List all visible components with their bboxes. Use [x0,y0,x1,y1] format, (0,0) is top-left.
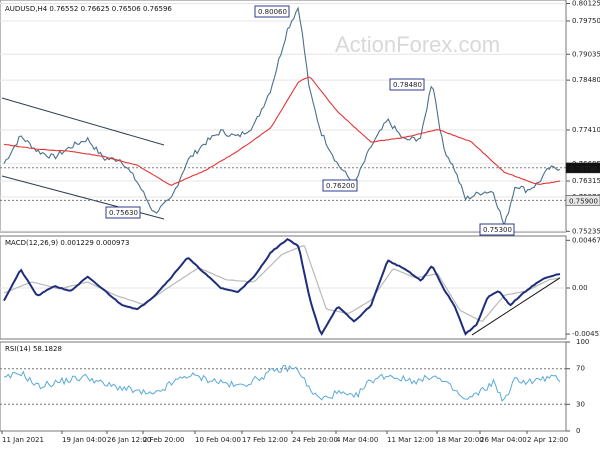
macd-signal-line [3,245,561,322]
x-axis-label: 19 Jan 04:00 [62,436,106,444]
rsi-axis-label: 70 [576,365,585,373]
macd-layer [0,237,566,336]
price-annotation-label: 0.76200 [326,182,355,190]
price-axis-label: 0.80125 [572,0,600,7]
macd-trendline [471,277,561,336]
macd-axis-label: 0.004677 [572,236,600,244]
price-badge-box [565,195,600,206]
price-axis-label: 0.79750 [572,17,600,25]
x-axis-label: 2 Apr 12:00 [527,436,568,444]
x-axis-label: 2 Feb 20:00 [143,436,184,444]
rsi-line [3,364,561,402]
rsi-panel [0,341,567,432]
price-badge: 0.76596 [565,162,600,174]
x-axis-label: 11 Mar 12:00 [387,436,434,444]
price-badge-box [565,162,600,174]
rsi-layer [0,364,566,405]
price-annotation-box [479,223,515,236]
price-line [3,6,561,228]
price-annotation-box [254,5,290,18]
x-axis-label: 4 Mar 04:00 [336,436,378,444]
rsi-axis-label: 0 [576,427,580,435]
price-annotation: 0.76200 [322,179,358,192]
price-annotation: 0.75630 [105,206,141,219]
price-annotation-label: 0.75300 [483,226,512,234]
x-axis-label: 26 Jan 12:00 [107,436,151,444]
price-badge-label: 0.75900 [569,197,598,205]
x-axis-label: 17 Feb 12:00 [242,436,288,444]
price-chart-title: AUDUSD,H4 0.76552 0.76625 0.76506 0.7659… [5,5,172,13]
rsi-axis-label: 100 [576,338,589,346]
watermark: ActionForex.com [335,32,500,57]
price-badge: 0.75900 [565,195,600,206]
macd-axis-label: 0.00 [572,284,588,292]
price-panel [0,0,567,233]
price-axis-label: 0.79035 [572,50,600,58]
price-axis-label: 0.75235 [572,227,600,235]
x-axis-label: 18 Mar 20:00 [437,436,484,444]
price-annotation-label: 0.78480 [393,81,422,89]
price-annotation-box [105,206,141,219]
price-annotation-label: 0.80060 [258,8,287,16]
price-annotation: 0.78480 [389,78,425,91]
macd-axis-label: -0.004519 [572,330,600,338]
upper-channel-line [1,97,165,146]
price-axis-label: 0.77410 [572,126,600,134]
price-annotation: 0.80060 [254,5,290,18]
macd-panel [0,235,567,340]
rsi-axis-label: 30 [576,400,585,408]
rsi-chart-title: RSI(14) 58.1828 [5,345,62,353]
macd-line [3,237,561,336]
price-layer: 0.80060 0.78480 0.76200 0.75630 0.75300 [0,2,566,236]
price-annotation: 0.75300 [479,223,515,236]
price-badge-label: 0.76596 [569,165,598,173]
x-axis-label: 24 Feb 20:00 [292,436,338,444]
price-annotation-label: 0.75630 [109,209,138,217]
moving-average-line [3,76,561,186]
price-axis-label: 0.78480 [572,76,600,84]
price-annotation-box [389,78,425,91]
x-axis-label: 10 Feb 04:00 [195,436,241,444]
x-axis-label: 11 Jan 2021 [2,436,44,444]
x-axis-label: 26 Mar 04:00 [480,436,527,444]
macd-chart-title: MACD(12,26,9) 0.001229 0.000973 [5,239,129,247]
price-axis-label: 0.76315 [572,177,600,185]
price-annotation-box [322,179,358,192]
